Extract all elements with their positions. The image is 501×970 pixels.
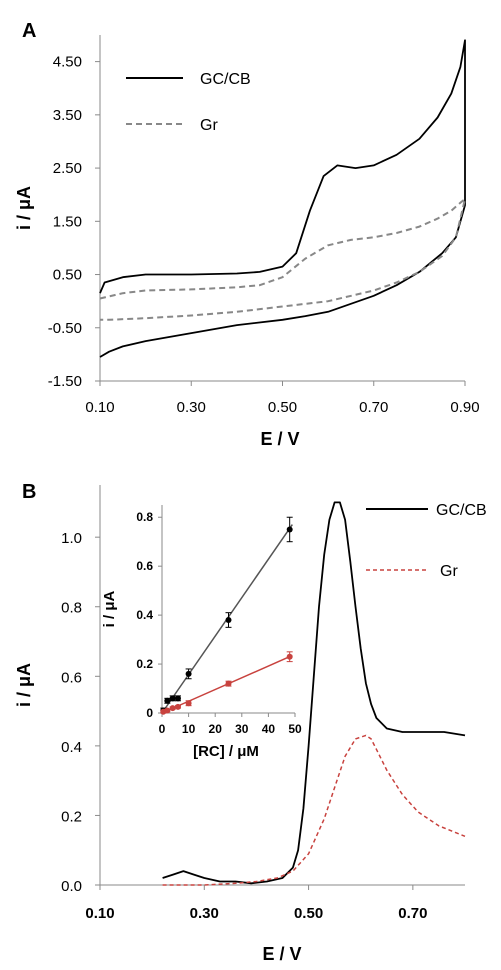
inset-point-gr — [174, 703, 181, 710]
inset-y-label: i / μA — [101, 590, 118, 627]
inset-x-tick-label: 20 — [209, 722, 223, 736]
chart-b-x-tick-label: 0.30 — [190, 905, 219, 922]
inset-point-gccb — [164, 697, 171, 704]
chart-b-y-label: i / μA — [14, 663, 34, 707]
chart-a-x-tick-label: 0.90 — [450, 399, 479, 416]
chart-a-y-tick-label: 4.50 — [53, 54, 82, 71]
inset-x-label: [RC] / μM — [193, 743, 259, 760]
chart-a-x-label: E / V — [260, 429, 299, 449]
panel-b-label: B — [22, 481, 36, 503]
chart-a-x-tick-label: 0.10 — [85, 399, 114, 416]
chart-b-x-label: E / V — [262, 944, 301, 964]
inset-x-tick-label: 50 — [288, 722, 302, 736]
chart-a-legend: GC/CB Gr — [126, 71, 251, 134]
inset-x-tick-label: 30 — [235, 722, 249, 736]
inset-y-tick-label: 0.4 — [136, 608, 153, 622]
inset-point-gccb — [185, 670, 192, 677]
chart-a-ticks: 4.50 3.50 2.50 1.50 0.50 -0.50 -1.500.10 0.30 0.… — [48, 54, 480, 416]
chart-b-legend: GC/CB Gr — [366, 502, 487, 580]
inset-point-gr — [164, 707, 171, 714]
chart-b-y-tick-label: 1.0 — [61, 530, 82, 547]
chart-a-series — [99, 39, 466, 358]
legend-b-gccb-label: GC/CB — [436, 502, 487, 519]
chart-b-y-tick-label: 0.6 — [61, 669, 82, 686]
chart-b-y-tick-label: 0.8 — [61, 600, 82, 617]
inset-point-gccb — [169, 695, 176, 702]
inset-point-gccb — [286, 526, 293, 533]
chart-a-y-tick-label: 2.50 — [53, 160, 82, 177]
chart-a-y-tick-label: 3.50 — [53, 107, 82, 124]
chart-b-x-tick-label: 0.50 — [294, 905, 323, 922]
chart-b-x-tick-label: 0.70 — [398, 905, 427, 922]
inset-ticks: 0.8 0.6 0.4 0.2 00 10 20 30 40 50 — [136, 510, 302, 736]
inset-y-tick-label: 0.8 — [136, 510, 153, 524]
chart-b-series-gr-line — [162, 734, 466, 886]
chart-b-y-tick-label: 0.2 — [61, 808, 82, 825]
chart-a: A 4.50 3.50 2.50 1.50 0.50 -0.50 -1.500.10 0.30… — [14, 20, 480, 449]
chart-a-x-tick-label: 0.30 — [177, 399, 206, 416]
inset-point-gr — [185, 700, 192, 707]
inset-point-gr — [286, 653, 293, 660]
legend-b-gr-label: Gr — [440, 563, 458, 580]
inset-y-tick-label: 0 — [146, 706, 153, 720]
chart-a-x-tick-label: 0.70 — [359, 399, 388, 416]
chart-a-series-gr-line — [99, 198, 466, 321]
chart-b: B 1.0 0.8 0.6 0.4 0.2 0.00.10 0.30 0.50 0.70 GC/… — [14, 481, 487, 964]
inset-x-tick-label: 10 — [182, 722, 196, 736]
chart-b-y-tick-label: 0.4 — [61, 739, 82, 756]
inset-y-tick-label: 0.2 — [136, 657, 153, 671]
inset-x-tick-label: 0 — [159, 722, 166, 736]
chart-b-series-gccb-line — [162, 501, 466, 885]
legend-a-gr-label: Gr — [200, 117, 218, 134]
chart-a-y-tick-label: -0.50 — [48, 320, 82, 337]
inset-point-gr — [225, 680, 232, 687]
panel-a-label: A — [22, 20, 36, 42]
chart-a-y-tick-label: 0.50 — [53, 267, 82, 284]
chart-a-series-gccb-line — [99, 39, 466, 358]
chart-a-y-tick-label: 1.50 — [53, 213, 82, 230]
chart-b-y-tick-label: 0.0 — [61, 878, 82, 895]
chart-b-series — [162, 501, 466, 886]
inset-point-gccb — [174, 695, 181, 702]
legend-a-gccb-label: GC/CB — [200, 71, 251, 88]
inset-x-tick-label: 40 — [262, 722, 276, 736]
inset-chart: 0.8 0.6 0.4 0.2 00 10 20 30 40 50 i / μA [RC] / μ… — [101, 505, 302, 760]
chart-a-y-label: i / μA — [14, 186, 34, 230]
inset-point-gr — [169, 705, 176, 712]
chart-a-x-tick-label: 0.50 — [268, 399, 297, 416]
inset-series — [160, 516, 293, 715]
inset-point-gccb — [225, 617, 232, 624]
chart-b-ticks: 1.0 0.8 0.6 0.4 0.2 0.00.10 0.30 0.50 0.70 — [61, 530, 427, 922]
inset-y-tick-label: 0.6 — [136, 559, 153, 573]
chart-a-y-tick-label: -1.50 — [48, 373, 82, 390]
chart-b-x-tick-label: 0.10 — [85, 905, 114, 922]
